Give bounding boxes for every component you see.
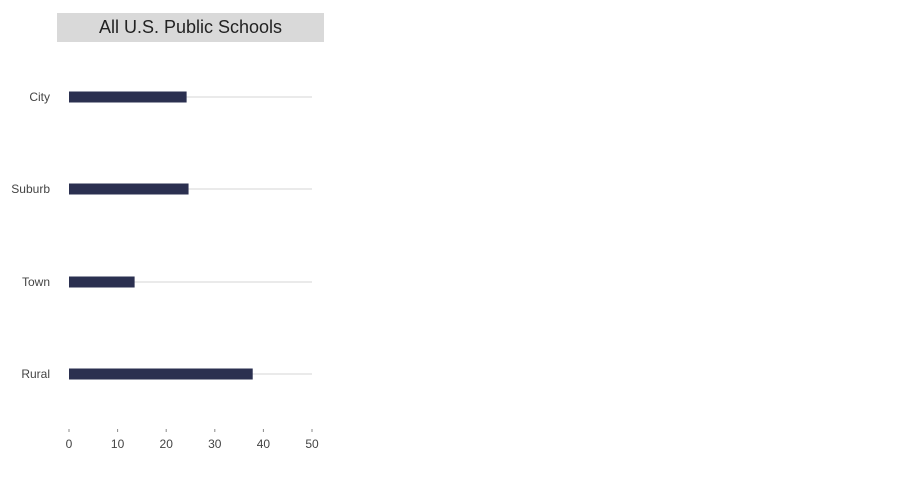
category-label: City <box>29 90 50 104</box>
x-tick-label: 0 <box>66 437 73 451</box>
x-tick-label: 50 <box>305 437 319 451</box>
x-tick-label: 10 <box>111 437 125 451</box>
panel-title: All U.S. Public Schools <box>57 13 324 42</box>
bar-suburb <box>69 183 189 195</box>
category-label: Rural <box>21 367 50 381</box>
x-tick-label: 40 <box>257 437 271 451</box>
category-labels: City Suburb Town Rural <box>11 90 50 381</box>
bar-city <box>69 91 187 103</box>
x-axis: 0 10 20 30 40 50 <box>66 429 319 451</box>
bar-tracks <box>69 96 312 375</box>
category-label: Suburb <box>11 182 50 196</box>
bar-town <box>69 276 135 288</box>
bar-rural <box>69 368 253 380</box>
bars <box>69 91 253 380</box>
category-label: Town <box>22 275 50 289</box>
x-tick-label: 30 <box>208 437 222 451</box>
x-tick-label: 20 <box>160 437 174 451</box>
